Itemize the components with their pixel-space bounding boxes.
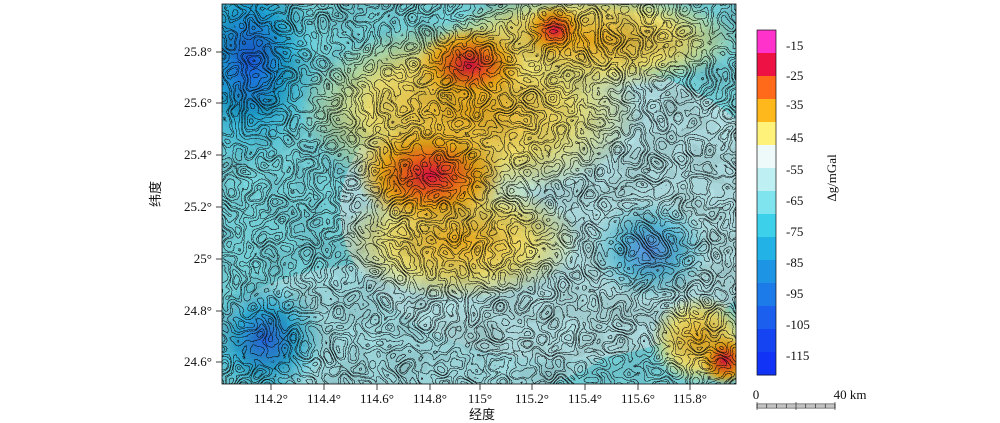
x-tick-label: 115.2° xyxy=(515,391,549,406)
colorbar-label: -15 xyxy=(786,38,803,53)
colorbar-label: -35 xyxy=(786,97,803,112)
colorbar-label: -25 xyxy=(786,68,803,83)
map-frame xyxy=(221,3,737,385)
y-tick-label: 24.6° xyxy=(184,354,212,369)
colorbar-label: -95 xyxy=(786,286,803,301)
colorbar-swatch xyxy=(757,306,776,330)
colorbar-label: -55 xyxy=(786,162,803,177)
colorbar-label: -75 xyxy=(786,224,803,239)
colorbar-swatches xyxy=(757,30,776,376)
x-axis-title: 经度 xyxy=(469,407,495,423)
y-tick-label: 25.8° xyxy=(184,44,212,59)
colorbar-swatch xyxy=(757,283,776,307)
x-tick-label: 115.6° xyxy=(621,391,655,406)
gravity-anomaly-field xyxy=(222,4,736,384)
colorbar-swatch xyxy=(757,214,776,238)
colorbar-swatch xyxy=(757,352,776,376)
colorbar: -15 -25 -35 -45 -55 -65 -75 -85 -95 -105… xyxy=(756,29,839,376)
y-tick-label: 25.6° xyxy=(184,95,212,110)
colorbar-title: Δg/mGal xyxy=(824,154,839,202)
x-tick-label: 114.4° xyxy=(307,391,341,406)
colorbar-swatch xyxy=(757,191,776,215)
colorbar-label: -115 xyxy=(786,348,809,363)
y-tick-label: 25° xyxy=(194,251,212,266)
scale-bar-end-label: 40 km xyxy=(834,387,867,402)
y-tick-label: 24.8° xyxy=(184,303,212,318)
colorbar-label: -45 xyxy=(786,130,803,145)
colorbar-swatch xyxy=(757,260,776,284)
colorbar-swatch xyxy=(757,237,776,261)
colorbar-swatch xyxy=(757,168,776,192)
x-tick-label: 115.8° xyxy=(673,391,707,406)
x-tick-label: 115.4° xyxy=(568,391,602,406)
x-tick-label: 114.8° xyxy=(413,391,447,406)
colorbar-swatch xyxy=(757,99,776,123)
x-tick-label: 114.2° xyxy=(254,391,288,406)
x-axis-tick-labels: 114.2° 114.4° 114.6° 114.8° 115° 115.2° … xyxy=(254,391,707,406)
colorbar-label: -65 xyxy=(786,193,803,208)
y-axis-tick-labels: 25.8° 25.6° 25.4° 25.2° 25° 24.8° 24.6° xyxy=(184,44,212,369)
colorbar-swatch xyxy=(757,53,776,77)
y-tick-label: 25.2° xyxy=(184,199,212,214)
y-tick-label: 25.4° xyxy=(184,147,212,162)
x-tick-label: 115° xyxy=(468,391,492,406)
y-axis-title: 纬度 xyxy=(148,181,164,207)
colorbar-swatch xyxy=(757,76,776,100)
colorbar-swatch xyxy=(757,145,776,169)
colorbar-label: -105 xyxy=(786,317,810,332)
colorbar-label: -85 xyxy=(786,255,803,270)
scale-bar: 0 40 km xyxy=(753,387,867,410)
colorbar-swatch xyxy=(757,122,776,146)
colorbar-frame xyxy=(756,29,777,376)
scale-bar-start-label: 0 xyxy=(753,387,760,402)
x-tick-label: 114.6° xyxy=(360,391,394,406)
colorbar-swatch xyxy=(757,30,776,54)
colorbar-swatch xyxy=(757,329,776,353)
